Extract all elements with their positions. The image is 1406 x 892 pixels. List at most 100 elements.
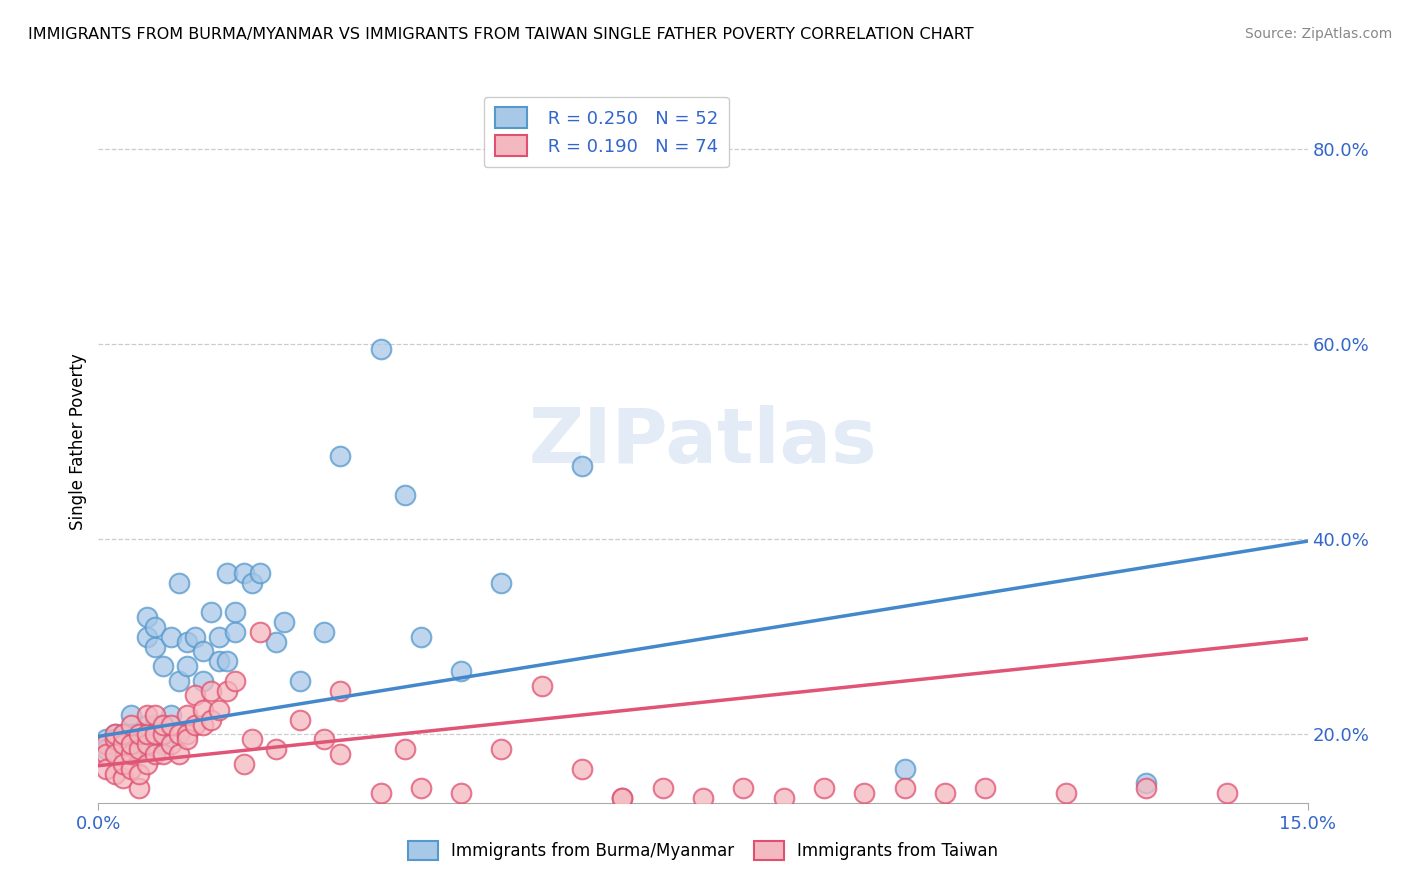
Point	[152, 727, 174, 741]
Point	[135, 707, 157, 722]
Point	[184, 630, 207, 644]
Point	[103, 732, 125, 747]
Point	[1216, 786, 1239, 800]
Point	[120, 727, 142, 741]
Point	[128, 766, 150, 780]
Point	[612, 791, 634, 805]
Point	[143, 620, 166, 634]
Point	[167, 673, 190, 688]
Point	[96, 762, 118, 776]
Point	[200, 606, 222, 620]
Point	[111, 737, 134, 751]
Point	[240, 576, 263, 591]
Point	[135, 756, 157, 771]
Point	[135, 610, 157, 624]
Point	[160, 737, 183, 751]
Point	[1135, 776, 1157, 790]
Point	[120, 737, 142, 751]
Point	[370, 786, 392, 800]
Point	[193, 644, 215, 658]
Point	[128, 781, 150, 796]
Point	[394, 742, 416, 756]
Point	[120, 732, 142, 747]
Point	[491, 742, 513, 756]
Point	[193, 717, 215, 731]
Point	[96, 737, 118, 751]
Point	[120, 707, 142, 722]
Point	[128, 727, 150, 741]
Point	[314, 624, 336, 639]
Point	[96, 732, 118, 747]
Point	[450, 786, 472, 800]
Point	[193, 703, 215, 717]
Text: ZIPatlas: ZIPatlas	[529, 405, 877, 478]
Point	[934, 786, 956, 800]
Point	[370, 342, 392, 356]
Point	[217, 654, 239, 668]
Point	[200, 683, 222, 698]
Point	[120, 747, 142, 761]
Point	[152, 659, 174, 673]
Point	[128, 742, 150, 756]
Point	[193, 673, 215, 688]
Point	[143, 717, 166, 731]
Point	[103, 727, 125, 741]
Point	[184, 689, 207, 703]
Point	[530, 679, 553, 693]
Point	[329, 747, 352, 761]
Point	[208, 654, 231, 668]
Point	[224, 673, 246, 688]
Point	[450, 664, 472, 678]
Point	[152, 727, 174, 741]
Point	[1054, 786, 1077, 800]
Point	[893, 781, 915, 796]
Point	[176, 732, 198, 747]
Point	[167, 576, 190, 591]
Point	[772, 791, 794, 805]
Point	[135, 737, 157, 751]
Point	[208, 703, 231, 717]
Point	[111, 727, 134, 741]
Point	[135, 630, 157, 644]
Point	[111, 737, 134, 751]
Point	[135, 727, 157, 741]
Point	[200, 713, 222, 727]
Point	[152, 737, 174, 751]
Point	[571, 458, 593, 473]
Point	[111, 772, 134, 786]
Point	[288, 673, 311, 688]
Point	[240, 732, 263, 747]
Point	[409, 630, 432, 644]
Point	[143, 707, 166, 722]
Point	[103, 766, 125, 780]
Point	[612, 791, 634, 805]
Point	[491, 576, 513, 591]
Point	[651, 781, 673, 796]
Text: Source: ZipAtlas.com: Source: ZipAtlas.com	[1244, 27, 1392, 41]
Point	[143, 747, 166, 761]
Point	[103, 747, 125, 761]
Point	[329, 683, 352, 698]
Point	[853, 786, 876, 800]
Point	[128, 727, 150, 741]
Point	[264, 634, 287, 648]
Point	[249, 624, 271, 639]
Point	[160, 717, 183, 731]
Point	[571, 762, 593, 776]
Point	[167, 747, 190, 761]
Point	[111, 727, 134, 741]
Point	[314, 732, 336, 747]
Point	[167, 727, 190, 741]
Point	[152, 717, 174, 731]
Point	[176, 727, 198, 741]
Point	[217, 683, 239, 698]
Point	[1135, 781, 1157, 796]
Text: IMMIGRANTS FROM BURMA/MYANMAR VS IMMIGRANTS FROM TAIWAN SINGLE FATHER POVERTY CO: IMMIGRANTS FROM BURMA/MYANMAR VS IMMIGRA…	[28, 27, 974, 42]
Point	[128, 742, 150, 756]
Point	[143, 640, 166, 654]
Point	[409, 781, 432, 796]
Point	[893, 762, 915, 776]
Point	[176, 707, 198, 722]
Point	[103, 727, 125, 741]
Legend: Immigrants from Burma/Myanmar, Immigrants from Taiwan: Immigrants from Burma/Myanmar, Immigrant…	[401, 834, 1005, 867]
